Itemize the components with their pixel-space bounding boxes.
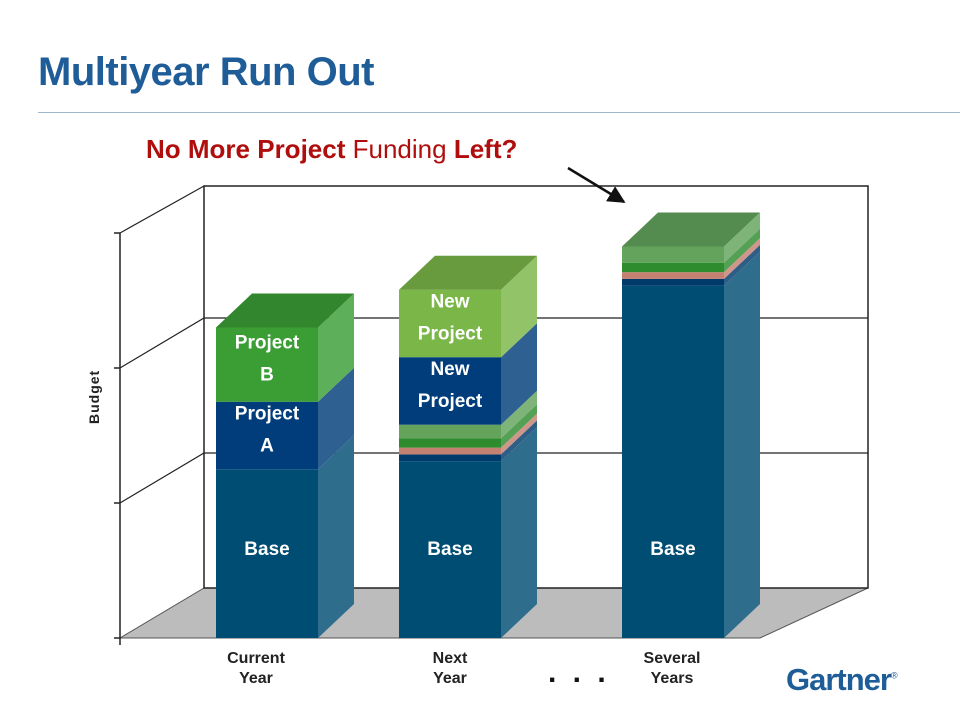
bar-segment-0-2-front [216,327,318,402]
ellipsis-marker: . . . [548,656,610,689]
bar-label-0-2-1: B [260,365,274,386]
category-label-text: Several Years [643,650,701,687]
bar-segment-2-0-side [724,251,760,638]
bar-segment-0-2-top [216,293,354,328]
annotation-arrow [567,166,626,204]
bar-segment-0-2-side [318,293,354,402]
bar-segment-1-4-side [501,390,537,439]
bar-label-0-0: Base [244,539,289,560]
bar-segment-0-1-front [216,401,318,470]
bar-label-0-1-0: Project [235,404,300,425]
y-axis [114,232,121,645]
category-label-next-year: Next Year [390,649,510,689]
bar-segment-1-3-front [399,438,501,448]
bar-segment-1-5-side [501,323,537,425]
bar-segment-2-0-front [622,285,724,638]
annotation-part1: No More Project [146,134,346,164]
category-label-several-years: Several Years [612,649,732,689]
bar-segment-2-1-side [724,244,760,286]
category-label-text: Current Year [227,650,285,687]
slide-title: Multiyear Run Out [38,50,374,94]
bar-label-1-6-1: Project [418,323,483,344]
bar-segment-0-1-side [318,367,354,470]
bar-label-0-2-0: Project [235,333,300,354]
bar-segment-1-6-side [501,255,537,358]
annotation-part2: Funding [352,134,447,164]
bar-segment-2-2-front [622,272,724,279]
bar-segment-1-2-front [399,447,501,455]
registered-mark: ® [890,670,898,681]
bar-segment-2-4-front [622,246,724,263]
logo-text: Gartner [786,662,892,697]
category-label-text: Next Year [432,650,468,687]
bar-label-1-5-0: New [430,359,469,380]
bars-group: Base Project A Project B Base New Project New Pro… [216,212,760,638]
bar-segment-2-2-side [724,238,760,279]
bar-segment-1-6-front [399,289,501,358]
bar-segment-1-6-top [399,255,537,290]
gridline-3 [119,185,205,234]
bar-segment-1-2-side [501,413,537,455]
category-label-current-year: Current Year [196,649,316,689]
bar-segment-2-4-side [724,212,760,263]
bar-segment-2-4-top [622,212,760,247]
bar-segment-2-3-front [622,262,724,273]
bar-segment-1-5-front [399,357,501,425]
bar-segment-0-0-front [216,469,318,638]
bar-segment-1-0-side [501,427,537,638]
bar-label-1-6-0: New [430,291,469,312]
y-axis-label: Budget [86,369,102,424]
annotation-part3: Left? [453,134,518,164]
bar-label-0-1-1: A [260,436,274,457]
bar-segment-1-1-side [501,420,537,462]
bar-segment-1-4-front [399,424,501,439]
bar-segment-2-3-side [724,228,760,273]
chart-annotation: No More Project Funding Left? [146,134,517,165]
bar-label-1-0: Base [427,539,472,560]
bar-segment-1-1-front [399,454,501,462]
bar-segment-2-1-front [622,278,724,286]
bar-segment-0-0-side [318,435,354,638]
gartner-logo: Gartner® [786,662,898,698]
bar-label-2-0: Base [650,539,695,560]
bar-segment-1-3-side [501,404,537,448]
bar-label-1-5-1: Project [418,391,483,412]
bar-segment-1-0-front [399,461,501,638]
title-divider [38,112,960,113]
